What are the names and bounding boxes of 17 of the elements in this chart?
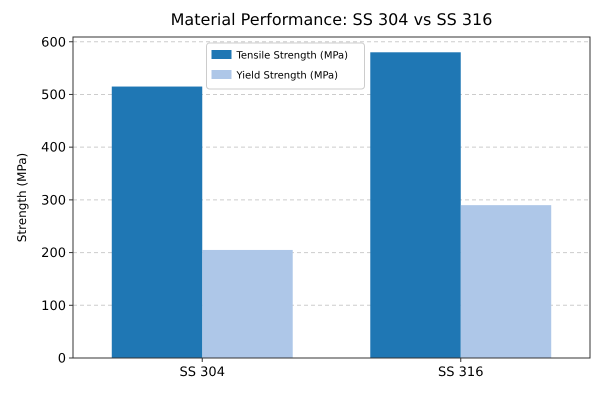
- bar: [202, 250, 293, 358]
- y-tick-label: 500: [41, 88, 66, 104]
- legend-label: Yield Strength (MPa): [236, 70, 338, 82]
- chart-title: Material Performance: SS 304 vs SS 316: [170, 10, 492, 29]
- y-axis-title: Strength (MPa): [15, 152, 29, 242]
- bar: [460, 205, 552, 358]
- y-tick-label: 200: [41, 246, 66, 262]
- y-tick-label: 400: [41, 140, 66, 156]
- bar: [112, 86, 202, 358]
- bar: [370, 52, 461, 358]
- x-tick-label: SS 316: [438, 365, 484, 380]
- y-tick-label: 600: [41, 35, 66, 50]
- y-tick-label: 0: [58, 352, 66, 367]
- y-tick-label: 300: [41, 193, 66, 208]
- x-tick-label: SS 304: [180, 365, 225, 380]
- y-tick-label: 100: [41, 298, 66, 314]
- legend-label: Tensile Strength (MPa): [236, 50, 348, 62]
